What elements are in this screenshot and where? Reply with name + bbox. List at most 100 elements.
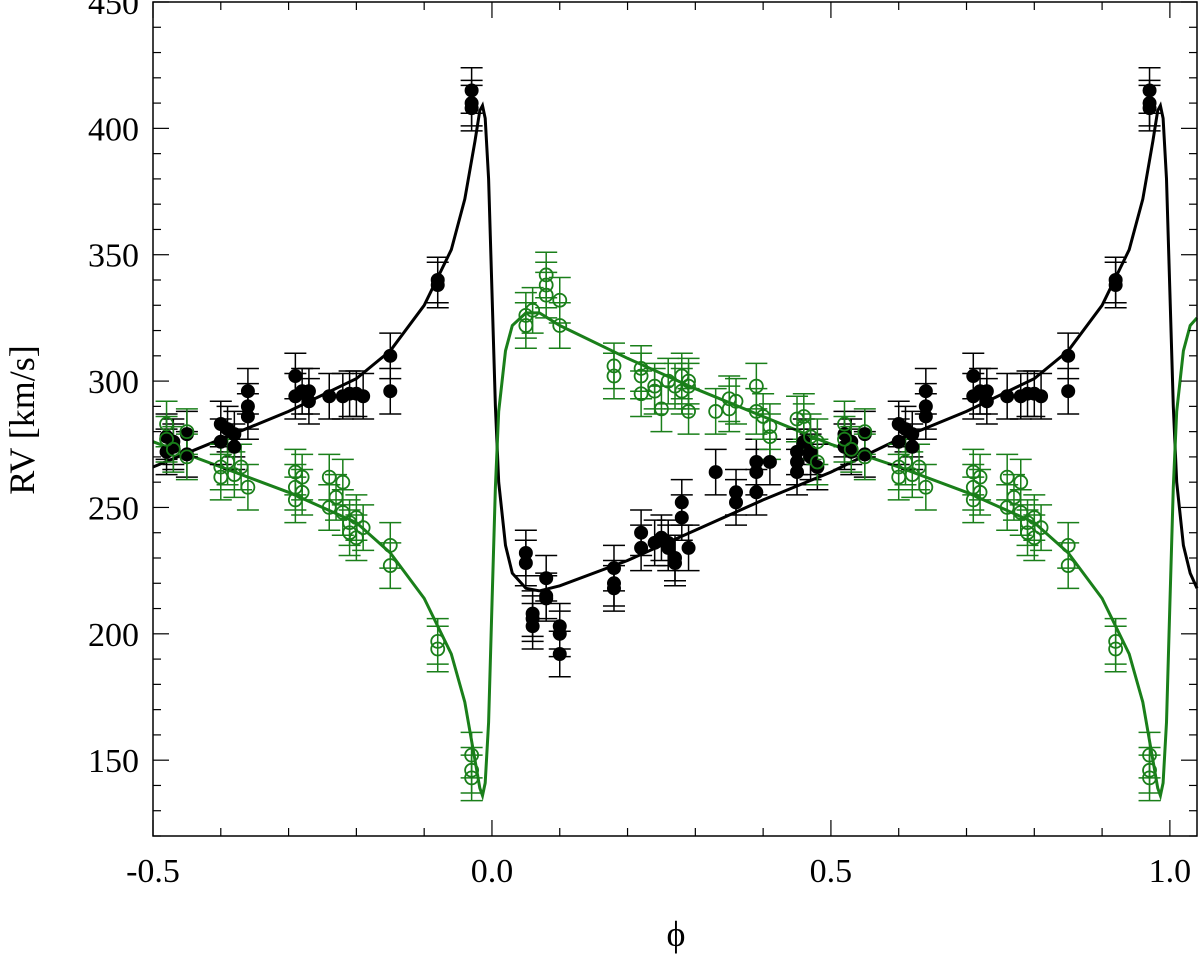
point-filled-10 [227,439,242,454]
point-filled-24 [383,348,398,363]
errorbar-s2-98 [1057,542,1080,590]
point-filled-27 [430,278,445,293]
point-filled-62 [762,454,777,469]
point-filled-44 [606,581,621,596]
point-filled-88 [979,394,994,409]
point-open-43 [633,361,649,376]
y-tick-label: 300 [88,364,139,401]
point-open-57 [721,391,737,407]
point-open-18 [328,489,344,505]
point-filled-58 [729,495,744,510]
point-open-75 [857,449,873,465]
point-open-63 [762,419,778,434]
point-open-40 [552,318,568,333]
point-open-96 [1033,520,1049,536]
point-filled-61 [749,485,764,500]
point-filled-45 [634,525,649,540]
point-open-30 [464,747,480,763]
point-filled-77 [891,434,906,449]
point-open-56 [708,404,724,419]
point-open-7 [220,454,235,470]
point-filled-14 [288,369,303,384]
point-open-88 [999,500,1015,515]
point-open-3 [179,424,195,440]
point-open-25 [355,520,371,536]
point-open-90 [1013,505,1029,520]
point-open-55 [681,378,696,394]
plot-frame [152,1,1198,837]
point-open-24 [348,530,364,546]
point-open-41 [606,358,622,374]
error-bars [155,66,1161,802]
point-open-98 [1060,558,1076,573]
point-open-32 [464,770,480,786]
point-filled-42 [606,561,621,576]
point-open-74 [857,424,873,440]
y-tick-label: 200 [88,617,139,654]
point-filled-36 [539,571,554,586]
point-filled-60 [749,465,764,480]
point-open-53 [681,373,696,389]
point-filled-35 [525,619,540,634]
point-open-89 [1006,489,1022,505]
point-open-2 [165,441,181,457]
errorbar-s2-55 [677,362,700,410]
point-open-59 [728,393,744,409]
point-open-71 [837,416,852,432]
point-open-6 [213,469,229,485]
point-open-20 [335,474,351,490]
point-filled-89 [1000,389,1015,404]
point-open-9 [233,459,249,475]
errorbar-s2-96 [1030,504,1053,552]
point-open-38 [538,287,554,303]
point-open-23 [348,510,364,525]
point-open-16 [321,469,337,485]
errorbar-s2-38 [535,271,558,319]
errorbar-s2-40 [548,301,571,349]
point-filled-98 [1142,83,1157,98]
point-open-36 [538,267,554,283]
point-open-91 [1013,474,1029,490]
point-open-66 [796,409,812,424]
point-open-19 [335,505,351,520]
point-open-70 [809,454,825,470]
point-open-99 [1108,634,1124,649]
point-filled-97 [1108,278,1123,293]
point-open-15 [294,484,310,500]
model-curve-2 [152,311,1199,802]
point-filled-25 [383,384,398,399]
point-filled-83 [918,409,933,424]
point-filled-54 [674,495,689,510]
point-filled-38 [539,591,554,606]
point-open-14 [294,469,310,485]
point-open-78 [898,454,913,470]
point-filled-18 [301,394,316,409]
model-curves [152,101,1199,802]
point-open-69 [809,434,825,450]
point-open-87 [999,469,1015,485]
point-open-39 [552,292,568,308]
point-open-27 [382,558,398,573]
point-filled-52 [668,556,682,571]
point-filled-9 [227,427,242,442]
errorbar-s2-100 [1104,625,1127,673]
point-filled-84 [966,369,981,384]
errorbar-s2-45 [630,370,653,418]
errorbar-s2-56 [704,387,727,435]
point-filled-56 [708,465,723,480]
point-filled-93 [1034,389,1049,404]
point-filled-28 [464,83,479,98]
point-open-26 [382,537,398,553]
y-tick-label: 250 [88,490,139,527]
point-open-4 [179,449,195,465]
point-filled-69 [810,460,825,475]
errorbar-s2-25 [352,504,375,552]
point-filled-30 [464,101,479,116]
point-open-97 [1060,537,1076,553]
point-filled-7 [213,434,228,449]
point-open-46 [647,378,663,394]
point-open-0 [159,416,174,432]
point-filled-100 [1142,101,1157,116]
